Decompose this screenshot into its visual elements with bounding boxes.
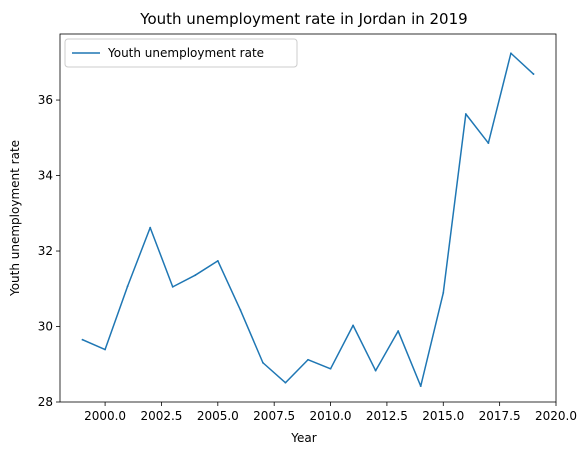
data-point: [262, 361, 264, 364]
data-point: [329, 367, 332, 370]
data-point: [307, 358, 309, 361]
x-tick-label: 2015.0: [422, 409, 464, 423]
data-point: [464, 113, 467, 115]
data-point: [104, 348, 106, 351]
y-tick-label: 30: [38, 320, 53, 334]
legend: Youth unemployment rate: [64, 38, 298, 68]
data-point: [397, 330, 400, 332]
data-point: [194, 274, 197, 277]
y-tick-label: 28: [38, 395, 53, 409]
x-tick-label: 2020.0: [535, 409, 577, 423]
y-tick-label: 36: [38, 93, 53, 107]
data-point: [81, 338, 84, 341]
plot-area: [59, 33, 557, 403]
data-point: [374, 369, 377, 372]
x-axis-label: Year: [290, 431, 316, 445]
legend-box: [64, 38, 298, 68]
x-tick-label: 2002.5: [140, 409, 182, 423]
data-point: [487, 142, 490, 144]
x-tick-label: 2007.5: [253, 409, 295, 423]
x-tick-label: 2000.0: [84, 409, 126, 423]
data-point: [419, 385, 422, 388]
y-axis-label: Youth unemployment rate: [8, 140, 22, 297]
y-axis: 28 30 32 34 36: [38, 93, 60, 409]
axes-frame: [59, 33, 557, 403]
x-tick-label: 2010.0: [310, 409, 352, 423]
data-point: [239, 309, 242, 311]
data-point: [149, 226, 152, 229]
x-tick-label: 2005.0: [197, 409, 239, 423]
data-point: [442, 292, 445, 294]
data-point: [171, 285, 174, 288]
data-point: [510, 52, 512, 55]
x-tick-label: 2017.5: [479, 409, 521, 423]
x-tick-label: 2012.5: [366, 409, 408, 423]
y-tick-label: 32: [38, 244, 53, 258]
legend-label: Youth unemployment rate: [107, 46, 264, 60]
chart-title: Youth unemployment rate in Jordan in 201…: [139, 10, 467, 28]
data-point: [216, 259, 219, 262]
data-point: [532, 73, 535, 75]
x-axis: 2000.0 2002.5 2005.0 2007.5 2010.0 2012.5 2015…: [84, 402, 577, 423]
data-point: [352, 324, 354, 327]
series-layer: [81, 52, 535, 388]
y-tick-label: 34: [38, 169, 53, 183]
data-point: [126, 285, 129, 288]
data-point: [284, 381, 287, 384]
